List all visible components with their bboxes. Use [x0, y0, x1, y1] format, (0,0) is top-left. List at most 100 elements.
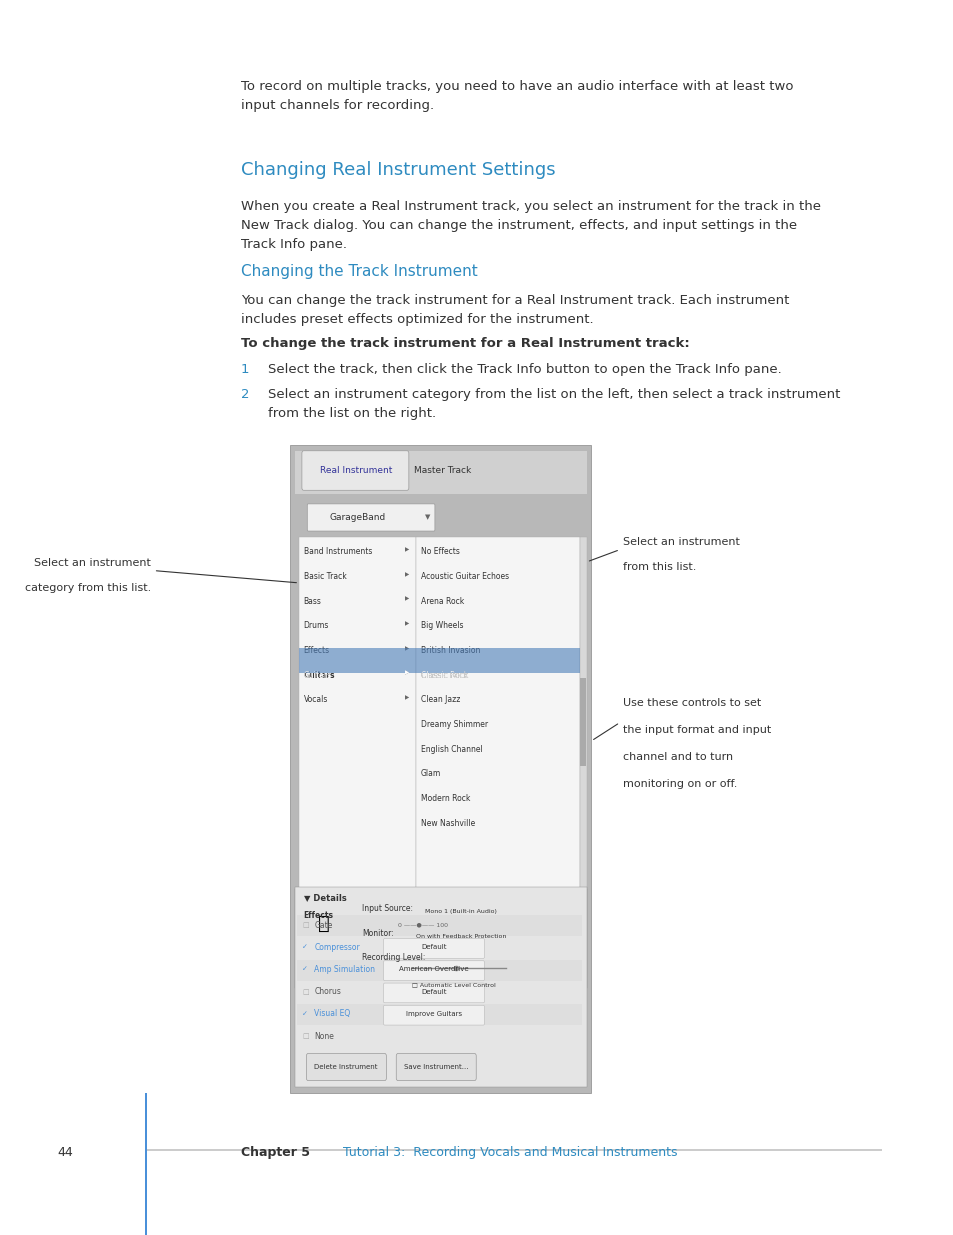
Text: ✓: ✓ [301, 967, 308, 972]
Text: Visual EQ: Visual EQ [314, 1009, 351, 1019]
Text: Changing Real Instrument Settings: Changing Real Instrument Settings [240, 161, 555, 179]
Text: ▶: ▶ [405, 646, 409, 651]
Text: 🎸: 🎸 [317, 914, 330, 932]
Bar [294, 451, 586, 494]
Text: ▶: ▶ [405, 597, 409, 601]
Text: 0 ——●—— 100: 0 ——●—— 100 [397, 923, 448, 927]
Text: To change the track instrument for a Real Instrument track:: To change the track instrument for a Rea… [240, 337, 689, 351]
Text: Chapter 5: Chapter 5 [240, 1146, 310, 1160]
Text: channel and to turn: channel and to turn [622, 752, 732, 762]
Text: Recording Level:: Recording Level: [362, 953, 425, 962]
Text: Classic Rock: Classic Rock [420, 671, 467, 679]
Text: ▶: ▶ [405, 671, 409, 676]
Text: Select the track, then click the Track Info button to open the Track Info pane.: Select the track, then click the Track I… [268, 363, 781, 377]
Text: English Channel: English Channel [420, 745, 482, 753]
Bar [299, 537, 416, 889]
Text: Delete Instrument: Delete Instrument [314, 1065, 377, 1070]
FancyBboxPatch shape [410, 900, 516, 923]
Text: from this list.: from this list. [622, 562, 696, 572]
Text: monitoring on or off.: monitoring on or off. [622, 779, 737, 789]
Text: Glam: Glam [420, 769, 440, 778]
Text: New Nashville: New Nashville [420, 819, 475, 827]
Text: Band Instruments: Band Instruments [303, 547, 372, 556]
Text: ▶: ▶ [405, 671, 409, 676]
Text: No Effects: No Effects [420, 547, 459, 556]
Text: Chorus: Chorus [314, 987, 341, 997]
Text: ▶: ▶ [405, 547, 409, 552]
Bar [579, 678, 585, 766]
Text: Select an instrument: Select an instrument [622, 537, 739, 547]
Text: ✓: ✓ [301, 1011, 308, 1016]
Text: Select an instrument category from the list on the left, then select a track ins: Select an instrument category from the l… [268, 388, 840, 420]
Text: ▶: ▶ [405, 572, 409, 577]
Bar [145, 1149, 881, 1151]
Text: 2: 2 [240, 388, 249, 401]
Bar [416, 648, 579, 673]
Bar [294, 889, 586, 988]
Text: Default: Default [421, 945, 446, 950]
Text: category from this list.: category from this list. [25, 583, 151, 593]
Text: the input format and input: the input format and input [622, 725, 770, 735]
Text: Select an instrument: Select an instrument [34, 558, 151, 568]
Text: Master Track: Master Track [414, 466, 471, 475]
Text: None: None [314, 1031, 334, 1041]
FancyBboxPatch shape [306, 1053, 386, 1081]
Text: □ Automatic Level Control: □ Automatic Level Control [411, 982, 495, 987]
Text: Classic Rock: Classic Rock [420, 671, 467, 679]
Text: GarageBand: GarageBand [329, 513, 385, 522]
Text: Amp Simulation: Amp Simulation [314, 965, 375, 974]
Text: 1: 1 [240, 363, 249, 377]
Text: □: □ [301, 1034, 308, 1039]
Text: Effects: Effects [303, 911, 334, 920]
FancyBboxPatch shape [410, 925, 516, 947]
Text: On with Feedback Protection: On with Feedback Protection [416, 934, 506, 939]
Text: Clean Jazz: Clean Jazz [420, 695, 459, 704]
Text: Basic Track: Basic Track [303, 572, 346, 580]
Text: Input Source:: Input Source: [362, 904, 413, 913]
Text: □: □ [301, 923, 308, 927]
Text: American Overdrive: American Overdrive [398, 967, 468, 972]
FancyBboxPatch shape [307, 504, 435, 531]
Text: ▼ Details: ▼ Details [303, 893, 346, 902]
Text: Tutorial 3:  Recording Vocals and Musical Instruments: Tutorial 3: Recording Vocals and Musical… [331, 1146, 677, 1160]
Text: Arena Rock: Arena Rock [420, 597, 463, 605]
Text: Monitor:: Monitor: [362, 929, 394, 937]
FancyBboxPatch shape [383, 983, 484, 1003]
Text: Effects: Effects [303, 646, 330, 655]
Bar [299, 648, 416, 673]
Text: ▼: ▼ [425, 515, 430, 520]
FancyBboxPatch shape [383, 939, 484, 958]
Bar [297, 915, 581, 936]
Text: Use these controls to set: Use these controls to set [622, 698, 760, 708]
Text: Compressor: Compressor [314, 942, 360, 952]
Bar [294, 887, 586, 1087]
Text: Big Wheels: Big Wheels [420, 621, 462, 630]
Text: Mono 1 (Built-in Audio): Mono 1 (Built-in Audio) [425, 909, 497, 914]
Text: Vocals: Vocals [303, 695, 328, 704]
Text: ✓: ✓ [301, 945, 308, 950]
Text: Improve Guitars: Improve Guitars [406, 1011, 461, 1016]
Text: Dreamy Shimmer: Dreamy Shimmer [420, 720, 487, 729]
FancyBboxPatch shape [383, 1005, 484, 1025]
Text: Drums: Drums [303, 621, 329, 630]
Bar [290, 445, 591, 1093]
FancyBboxPatch shape [383, 961, 484, 981]
Text: Default: Default [421, 989, 446, 994]
Text: You can change the track instrument for a Real Instrument track. Each instrument: You can change the track instrument for … [240, 294, 788, 326]
Text: Guitars: Guitars [303, 671, 332, 679]
FancyBboxPatch shape [301, 451, 409, 490]
Text: Guitars: Guitars [303, 671, 335, 679]
FancyBboxPatch shape [395, 1053, 476, 1081]
Text: To record on multiple tracks, you need to have an audio interface with at least : To record on multiple tracks, you need t… [240, 80, 793, 112]
Bar [297, 960, 581, 981]
Text: Bass: Bass [303, 597, 321, 605]
Text: Gate: Gate [314, 920, 333, 930]
Text: 44: 44 [57, 1146, 73, 1160]
Text: □: □ [301, 989, 308, 994]
Bar [416, 537, 579, 889]
Text: When you create a Real Instrument track, you select an instrument for the track : When you create a Real Instrument track,… [240, 200, 820, 251]
Bar [579, 537, 586, 889]
Text: ▶: ▶ [405, 621, 409, 626]
Text: Modern Rock: Modern Rock [420, 794, 470, 803]
Text: Save Instrument...: Save Instrument... [403, 1065, 468, 1070]
